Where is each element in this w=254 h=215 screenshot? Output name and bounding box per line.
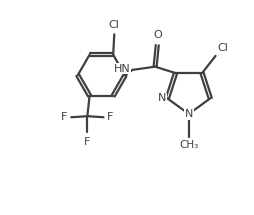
Text: F: F <box>107 112 114 122</box>
Text: F: F <box>84 137 91 147</box>
Text: Cl: Cl <box>218 43 229 53</box>
Text: CH₃: CH₃ <box>179 140 198 150</box>
Text: N: N <box>158 93 166 103</box>
Text: F: F <box>61 112 68 122</box>
Text: N: N <box>185 109 193 119</box>
Text: HN: HN <box>114 64 130 74</box>
Text: O: O <box>153 30 162 40</box>
Text: Cl: Cl <box>109 20 120 29</box>
